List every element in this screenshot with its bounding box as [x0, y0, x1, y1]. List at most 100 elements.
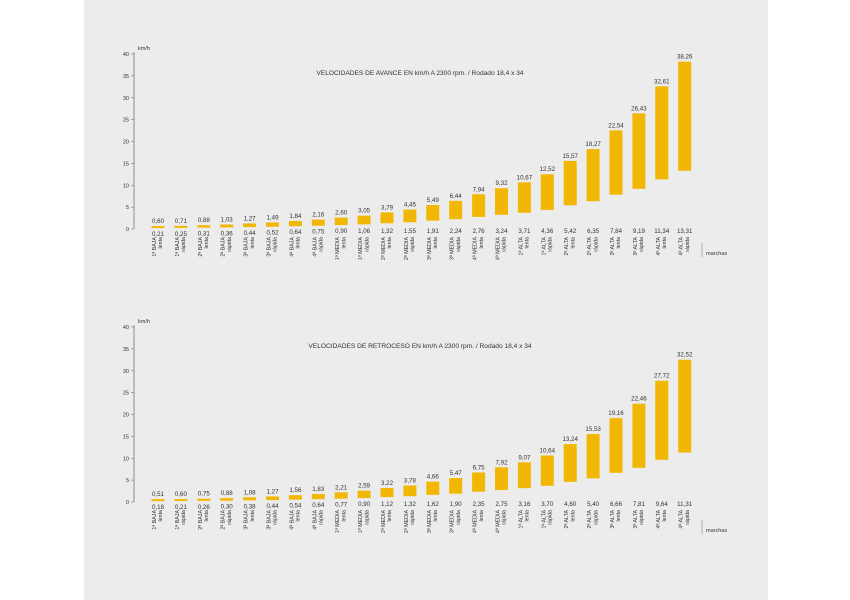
- category-speed: lenta: [296, 510, 302, 522]
- category-gear: 3ª ALTA: [633, 237, 639, 256]
- y-tick-label: 35: [123, 74, 129, 80]
- bar-value-low: 0,77: [335, 502, 348, 509]
- category-speed: rápida: [456, 237, 462, 252]
- category-speed: lenta: [250, 510, 256, 522]
- category-speed: rápida: [319, 237, 325, 252]
- category-label: 2ª MEDIA rápida: [404, 510, 416, 534]
- bar-value-low: 0,64: [289, 229, 302, 236]
- category-label: 1ª BAJA rápida: [175, 237, 187, 257]
- bar-value-high: 1,27: [244, 215, 257, 222]
- category-speed: lenta: [479, 510, 485, 522]
- category-gear: 3ª MEDIA: [427, 510, 433, 534]
- y-tick-label: 0: [126, 500, 129, 506]
- category-label: 3ª MEDIA lenta: [427, 237, 439, 261]
- bar-value-low: 1,91: [427, 228, 440, 235]
- bar: [174, 499, 188, 502]
- category-gear: 4ª MEDIA: [496, 510, 502, 534]
- bar: [655, 380, 669, 460]
- category-speed: rápida: [593, 237, 599, 252]
- category-gear: 4ª BAJA: [289, 510, 295, 530]
- category-speed: lenta: [387, 510, 393, 522]
- category-speed: lenta: [616, 510, 622, 522]
- category-label: 4ª ALTA lenta: [656, 237, 668, 256]
- bar-value-low: 0,44: [244, 230, 257, 237]
- category-gear: 2ª ALTA: [587, 510, 593, 529]
- bar-value-high: 7,94: [473, 186, 486, 193]
- bar: [197, 225, 211, 228]
- category-label: 4ª ALTA rápida: [679, 237, 691, 256]
- chart-title: VELOCIDADES DE RETROCESO EN km/h A 2300 …: [308, 343, 532, 350]
- bar: [632, 403, 646, 468]
- bar: [220, 224, 234, 228]
- category-label: 3ª ALTA rápida: [633, 237, 645, 256]
- bar-value-low: 2,75: [495, 501, 508, 508]
- bar: [426, 204, 440, 221]
- category-label: 4ª BAJA rápida: [312, 510, 324, 530]
- category-label: 3ª ALTA rápida: [633, 510, 645, 529]
- bar-value-high: 19,16: [608, 410, 624, 417]
- category-label: 2ª MEDIA rápida: [404, 237, 416, 261]
- category-label: 4ª ALTA rápida: [679, 510, 691, 529]
- bar-value-low: 0,25: [175, 231, 188, 238]
- bar-value-high: 0,75: [198, 491, 211, 498]
- category-gear: 3ª BAJA: [267, 510, 273, 530]
- bar-value-low: 1,90: [450, 501, 463, 508]
- bar: [632, 113, 646, 189]
- bar-value-low: 1,62: [427, 501, 440, 508]
- bar-value-high: 3,78: [404, 477, 417, 484]
- bar-value-high: 32,61: [654, 78, 670, 85]
- category-label: 3ª BAJA rápida: [267, 510, 279, 530]
- category-gear: 2ª ALTA: [587, 237, 593, 256]
- bar: [678, 61, 692, 171]
- y-tick-label: 25: [123, 391, 129, 397]
- category-gear: 1ª MEDIA: [358, 237, 364, 261]
- category-gear: 2ª MEDIA: [404, 237, 410, 261]
- category-gear: 4ª MEDIA: [473, 510, 479, 534]
- category-gear: 3ª MEDIA: [450, 510, 456, 534]
- category-speed: lenta: [525, 237, 531, 249]
- bar-value-high: 4,45: [404, 202, 417, 209]
- category-speed: rápida: [548, 237, 554, 252]
- bar-value-low: 0,21: [152, 231, 165, 238]
- bar-value-low: 11,34: [654, 228, 670, 235]
- chart-retroceso: VELOCIDADES DE RETROCESO EN km/h A 2300 …: [123, 319, 727, 534]
- category-speed: lenta: [158, 510, 164, 522]
- bar-value-low: 0,21: [175, 504, 188, 511]
- bar-value-low: 0,90: [335, 228, 348, 235]
- bar: [174, 225, 188, 228]
- bar-value-high: 2,60: [335, 210, 348, 217]
- category-label: 2ª ALTA rápida: [587, 237, 599, 256]
- category-speed: lenta: [341, 510, 347, 522]
- bar-value-high: 6,75: [473, 464, 486, 471]
- category-gear: 1ª ALTA: [541, 237, 547, 256]
- category-label: 3ª MEDIA lenta: [427, 510, 439, 534]
- category-gear: 1ª BAJA: [152, 510, 158, 530]
- bar-value-low: 3,24: [495, 228, 508, 235]
- category-label: 1ª BAJA lenta: [152, 237, 164, 257]
- category-gear: 3ª BAJA: [244, 510, 250, 530]
- category-speed: rápida: [273, 510, 279, 525]
- category-gear: 4ª BAJA: [289, 237, 295, 257]
- category-gear: 1ª ALTA: [541, 510, 547, 529]
- category-gear: 2ª MEDIA: [404, 510, 410, 534]
- category-gear: 4ª ALTA: [679, 510, 685, 529]
- category-gear: 3ª MEDIA: [427, 237, 433, 261]
- category-label: 4ª MEDIA lenta: [473, 510, 485, 534]
- category-speed: lenta: [158, 237, 164, 249]
- y-tick-label: 0: [126, 227, 129, 233]
- bar: [472, 472, 486, 492]
- y-tick-label: 20: [123, 413, 129, 419]
- bar: [403, 209, 417, 223]
- bar-value-low: 4,36: [541, 228, 554, 235]
- bar: [449, 478, 463, 494]
- category-label: 4ª BAJA lenta: [289, 510, 301, 530]
- bar-value-low: 3,70: [541, 501, 554, 508]
- category-gear: 2ª ALTA: [564, 510, 570, 529]
- y-tick-label: 30: [123, 96, 129, 102]
- bar-value-high: 13,24: [562, 436, 578, 443]
- bar-value-high: 0,71: [175, 218, 188, 225]
- y-axis-label: km/h: [138, 46, 150, 52]
- category-label: 3ª ALTA lenta: [610, 237, 622, 256]
- bar: [380, 487, 394, 498]
- y-tick-label: 10: [123, 456, 129, 462]
